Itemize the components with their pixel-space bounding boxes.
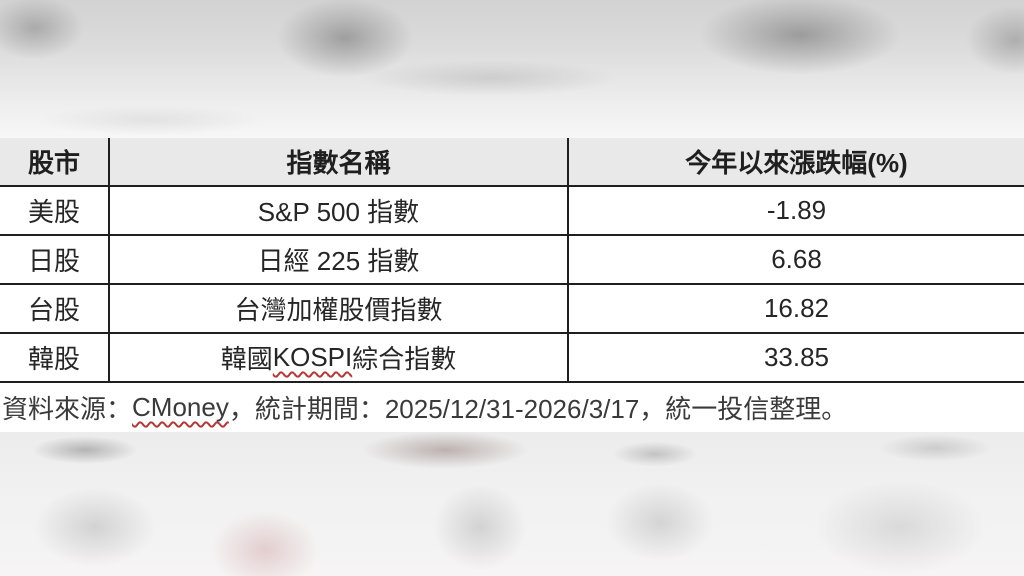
index-name-text: 台灣加權股價指數 bbox=[234, 295, 443, 325]
table-row-korea-market: 韓股 bbox=[0, 334, 108, 383]
column-header-ytd-change: 今年以來漲跌幅(%) bbox=[567, 138, 1024, 187]
blurred-backdrop-top bbox=[0, 0, 1024, 138]
spellcheck-flagged-text: KOSPI bbox=[272, 342, 353, 372]
market-index-table: 股市 指數名稱 今年以來漲跌幅(%) 美股 S&P 500 指數 -1.89 日… bbox=[0, 138, 1024, 383]
table-row-korea-ytd-value: 33.85 bbox=[567, 334, 1024, 383]
table-row-taiwan-market: 台股 bbox=[0, 285, 108, 334]
market-index-table-panel: 股市 指數名稱 今年以來漲跌幅(%) 美股 S&P 500 指數 -1.89 日… bbox=[0, 138, 1024, 432]
source-note-prefix: 資料來源： bbox=[2, 394, 133, 424]
column-header-market: 股市 bbox=[0, 138, 108, 187]
index-name-text: S&P 500 指數 bbox=[257, 197, 420, 227]
blurred-backdrop-bottom bbox=[0, 432, 1024, 576]
table-row-us-market: 美股 bbox=[0, 187, 108, 236]
index-name-text: 日經 225 指數 bbox=[257, 246, 420, 276]
source-note: 資料來源： CMoney ，統計期間：2025/12/31-2026/3/17，統一… bbox=[0, 383, 1024, 432]
index-name-text: 韓國 bbox=[220, 344, 273, 374]
table-row-japan-market: 日股 bbox=[0, 236, 108, 285]
table-row-us-ytd-value: -1.89 bbox=[567, 187, 1024, 236]
spellcheck-flagged-text: CMoney bbox=[132, 392, 229, 422]
table-row-japan-ytd-value: 6.68 bbox=[567, 236, 1024, 285]
source-note-suffix: ，統計期間：2025/12/31-2026/3/17，統一投信整理。 bbox=[228, 394, 848, 424]
column-header-index-name: 指數名稱 bbox=[108, 138, 567, 187]
table-row-japan-index-name: 日經 225 指數 bbox=[108, 236, 567, 285]
table-row-us-index-name: S&P 500 指數 bbox=[108, 187, 567, 236]
index-name-text: 綜合指數 bbox=[352, 344, 457, 374]
table-row-korea-index-name: 韓國 KOSPI 綜合指數 bbox=[108, 334, 567, 383]
source-link: CMoney bbox=[132, 392, 229, 423]
table-row-taiwan-index-name: 台灣加權股價指數 bbox=[108, 285, 567, 334]
table-row-taiwan-ytd-value: 16.82 bbox=[567, 285, 1024, 334]
